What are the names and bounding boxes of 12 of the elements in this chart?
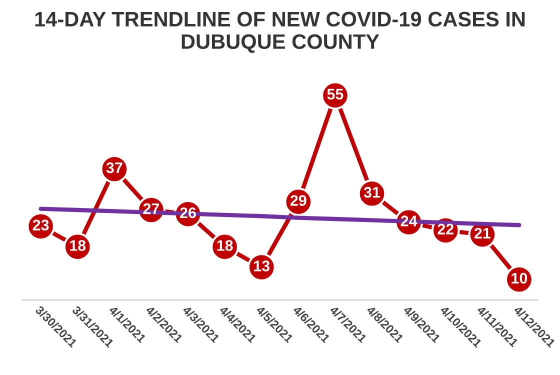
data-label: 37 (106, 162, 122, 174)
data-label: 10 (512, 272, 528, 284)
data-label: 18 (70, 240, 86, 251)
data-label: 22 (438, 224, 454, 234)
data-label: 18 (217, 240, 233, 251)
data-label: 13 (254, 260, 270, 272)
data-label: 29 (290, 195, 306, 206)
data-label: 55 (327, 88, 344, 100)
data-label: 23 (32, 220, 49, 230)
chart-title: 14-DAY TRENDLINE OF NEW COVID-19 CASES IN DUBUQUE COUNTY (35, 12, 525, 53)
data-label: 21 (474, 228, 490, 238)
data-label: 31 (364, 186, 380, 198)
